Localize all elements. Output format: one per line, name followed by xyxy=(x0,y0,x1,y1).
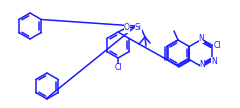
Text: Cl: Cl xyxy=(214,41,222,50)
Text: Si: Si xyxy=(134,22,142,32)
Text: N: N xyxy=(199,33,204,43)
Text: N: N xyxy=(200,60,205,68)
Text: Cl: Cl xyxy=(114,64,122,72)
Text: N: N xyxy=(211,57,217,66)
Text: O: O xyxy=(124,24,130,33)
